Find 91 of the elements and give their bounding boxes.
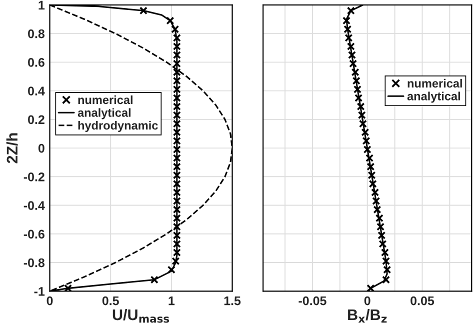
y-tick-label: 0.6 [28, 58, 44, 67]
x-axis-title: U/U$_{mass}$ [112, 308, 170, 323]
legend-label: numerical [78, 95, 132, 104]
point [358, 120, 367, 128]
x-tick-label: 0.05 [410, 296, 434, 306]
point [380, 248, 389, 257]
point [375, 214, 384, 222]
x-tick-label: 0.5 [102, 296, 119, 306]
point [382, 257, 390, 266]
point [167, 266, 176, 274]
point [172, 214, 181, 222]
point [172, 171, 181, 180]
legend-label: analytical [78, 108, 130, 120]
point [172, 34, 181, 42]
point [172, 85, 181, 94]
point [361, 128, 370, 136]
point [172, 120, 181, 128]
point [352, 76, 360, 85]
point [344, 25, 352, 34]
legend-label: analytical [407, 92, 460, 103]
point [172, 145, 181, 154]
y-tick-label: 0 [38, 144, 44, 153]
point [172, 257, 180, 266]
x-tick-label: 0 [364, 296, 370, 306]
point [351, 68, 360, 76]
point [346, 6, 355, 15]
x-tick-label: 1 [168, 296, 175, 306]
y-tick-label: 0.4 [28, 86, 45, 96]
y-tick-label: -0.4 [24, 201, 45, 210]
point [382, 276, 390, 284]
point [383, 266, 392, 274]
y-tick-label: -1 [34, 287, 45, 296]
point [172, 162, 181, 171]
y-tick-label: -0.6 [24, 230, 44, 239]
point [172, 111, 181, 120]
point [378, 240, 387, 248]
y-tick-label: 1 [38, 0, 45, 10]
point [366, 162, 375, 171]
point [139, 6, 148, 15]
point [166, 16, 174, 25]
point [172, 206, 181, 214]
y-tick-label: -0.2 [24, 172, 44, 182]
point [172, 51, 181, 60]
point [171, 25, 180, 34]
point [172, 94, 181, 102]
y-tick-label: 0.2 [28, 115, 44, 124]
point [64, 284, 72, 292]
x-tick-label: 1.5 [224, 296, 241, 306]
point [172, 136, 181, 145]
point [172, 222, 181, 231]
point [172, 68, 181, 76]
point [172, 240, 181, 248]
point [172, 76, 181, 85]
y-tick-label: -0.8 [24, 258, 45, 268]
point [172, 42, 181, 50]
point [373, 206, 382, 214]
x-tick-label: -0.05 [298, 296, 326, 306]
point [342, 16, 351, 25]
point [172, 60, 181, 68]
point [172, 196, 181, 206]
point [371, 188, 380, 196]
point [378, 231, 386, 240]
point [362, 136, 370, 145]
point [344, 34, 353, 42]
point [172, 231, 181, 240]
point [368, 171, 376, 180]
y-tick-label: 0.8 [28, 29, 45, 38]
point [348, 51, 356, 60]
point [346, 42, 355, 50]
point [358, 111, 366, 120]
point [372, 196, 380, 206]
legend-label: numerical [408, 78, 462, 88]
point [356, 102, 365, 111]
point [172, 102, 181, 111]
point [172, 128, 181, 136]
legend-label: hydrodynamic [78, 120, 158, 132]
point [150, 276, 158, 284]
point [172, 180, 181, 188]
point [349, 60, 358, 68]
point [353, 85, 362, 94]
y-axis-title: 2Z/h [6, 133, 18, 164]
x-tick-label: 0 [46, 296, 53, 306]
point [172, 154, 181, 162]
point [172, 248, 181, 257]
point [366, 154, 374, 162]
point [376, 222, 385, 231]
point [368, 180, 377, 188]
point [363, 145, 372, 154]
point [172, 188, 181, 196]
point [354, 94, 363, 102]
x-axis-title: B$_{x}$/B$_{z}$ [348, 308, 387, 323]
